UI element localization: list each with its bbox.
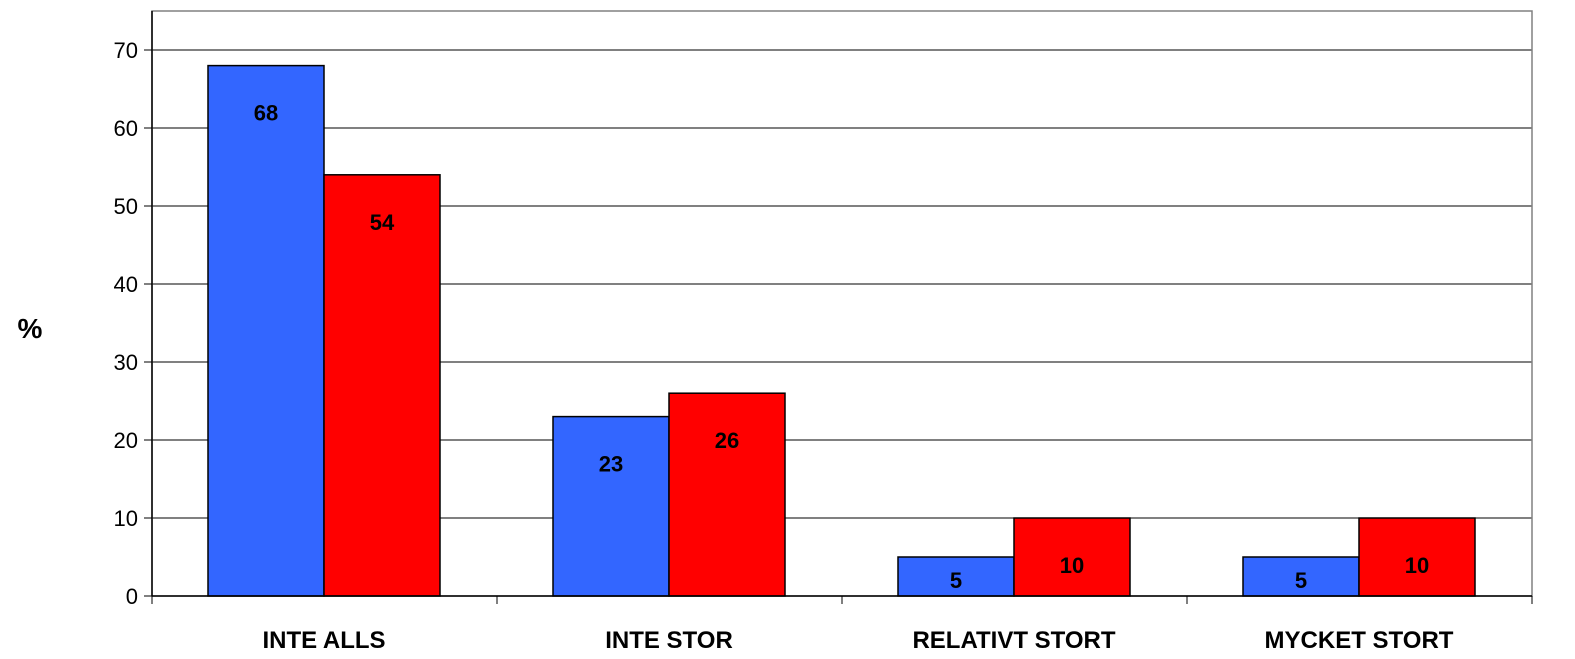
data-label: 5: [1295, 568, 1307, 593]
y-tick-label: 60: [114, 116, 138, 141]
bars: 68 54 23 26 5 10 5 10: [207, 64, 1476, 597]
bar: [668, 392, 786, 597]
data-label: 5: [950, 568, 962, 593]
bar: [207, 64, 325, 597]
y-tick-label: 20: [114, 428, 138, 453]
x-category-label: MYCKET STORT: [1265, 627, 1454, 654]
axes: 0 10 20 30 40 50 60 70 INTE ALLS INTE STOR RELATIV…: [114, 11, 1533, 654]
bar: [323, 174, 441, 597]
y-tick-label: 10: [114, 506, 138, 531]
bar: [1358, 517, 1476, 597]
x-category-label: INTE ALLS: [262, 627, 385, 654]
bar: [1242, 556, 1360, 597]
y-tick-label: 50: [114, 194, 138, 219]
data-label: 10: [1405, 553, 1429, 578]
y-axis-label: %: [18, 313, 43, 344]
data-label: 10: [1060, 553, 1084, 578]
data-label: 26: [715, 428, 739, 453]
y-tick-label: 70: [114, 38, 138, 63]
y-tick-label: 30: [114, 350, 138, 375]
data-label: 68: [254, 101, 278, 126]
bar: [552, 415, 670, 597]
data-label: 54: [370, 210, 395, 235]
x-category-label: RELATIVT STORT: [912, 627, 1115, 654]
y-tick-label: 40: [114, 272, 138, 297]
x-category-label: INTE STOR: [605, 627, 733, 654]
y-tick-label: 0: [126, 584, 138, 609]
data-label: 23: [599, 452, 623, 477]
bar: [1013, 517, 1131, 597]
